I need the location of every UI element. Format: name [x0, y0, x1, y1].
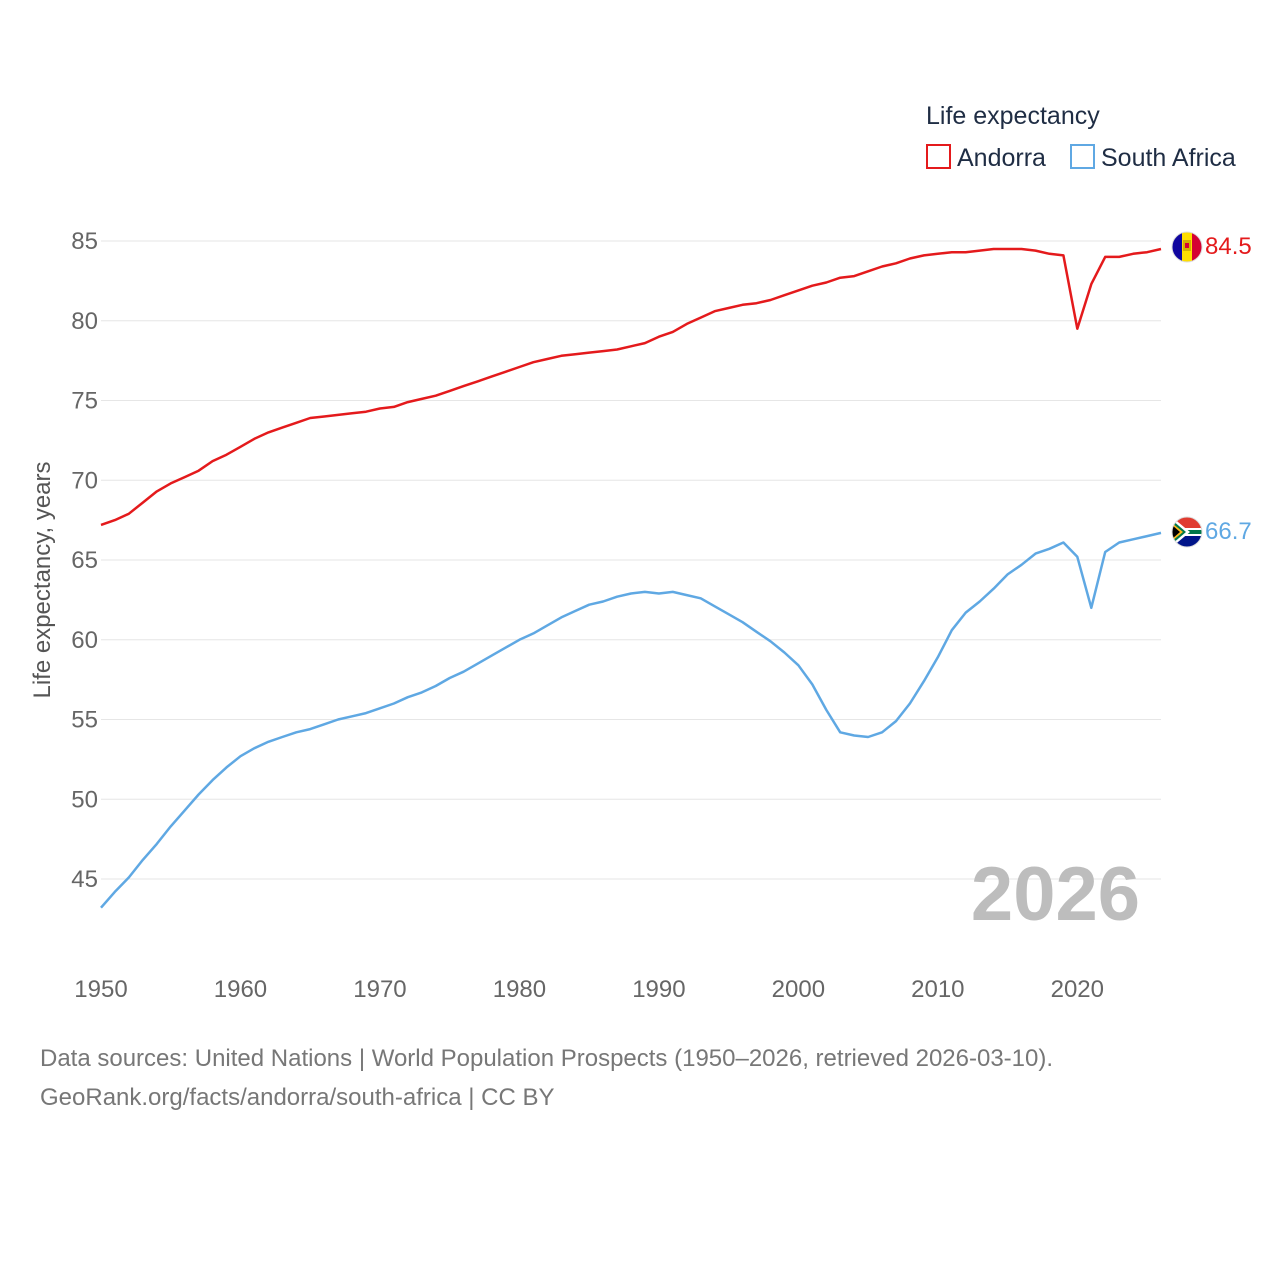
y-axis-ticks: 45 50 55 60 65 70 75 80 85 — [71, 228, 98, 893]
x-tick-label: 1980 — [493, 976, 546, 1003]
y-tick-label: 55 — [71, 707, 98, 734]
x-tick-label: 2010 — [911, 976, 964, 1003]
y-tick-label: 65 — [71, 547, 98, 574]
andorra-flag-icon — [1172, 232, 1202, 262]
year-watermark: 2026 — [971, 852, 1140, 937]
x-tick-label: 1960 — [214, 976, 267, 1003]
legend-title: Life expectancy — [926, 102, 1100, 130]
series-line-south-africa[interactable] — [100, 531, 1162, 909]
y-tick-label: 80 — [71, 308, 98, 335]
y-tick-label: 70 — [71, 467, 98, 494]
y-tick-label: 85 — [71, 228, 98, 255]
source-line-2[interactable]: GeoRank.org/facts/andorra/south-africa |… — [40, 1084, 555, 1111]
legend-label-south-africa: South Africa — [1101, 144, 1236, 172]
y-tick-label: 50 — [71, 786, 98, 813]
end-label-andorra: 84.5 — [1205, 233, 1252, 260]
x-tick-label: 2000 — [772, 976, 825, 1003]
y-tick-label: 60 — [71, 627, 98, 654]
end-label-south-africa: 66.7 — [1205, 518, 1252, 545]
x-tick-label: 2020 — [1051, 976, 1104, 1003]
series-lines — [100, 247, 1162, 909]
legend-swatch-andorra — [926, 144, 951, 169]
source-line-1: Data sources: United Nations | World Pop… — [40, 1045, 1054, 1072]
y-tick-label: 75 — [71, 388, 98, 415]
x-tick-label: 1990 — [632, 976, 685, 1003]
legend-swatch-south-africa — [1070, 144, 1095, 169]
x-tick-label: 1950 — [74, 976, 127, 1003]
legend-item-south-africa[interactable]: South Africa — [1070, 144, 1236, 172]
south-africa-flag-icon — [1172, 517, 1202, 547]
series-line-andorra[interactable] — [100, 247, 1162, 527]
legend-item-andorra[interactable]: Andorra — [926, 144, 1046, 172]
x-axis-ticks: 1950 1960 1970 1980 1990 2000 2010 2020 — [74, 976, 1104, 1003]
legend-label-andorra: Andorra — [957, 144, 1046, 172]
gridlines — [101, 240, 1161, 880]
legend[interactable]: Life expectancy Andorra South Africa — [926, 102, 1236, 172]
y-axis-label: Life expectancy, years — [29, 461, 56, 698]
x-tick-label: 1970 — [353, 976, 406, 1003]
y-tick-label: 45 — [71, 866, 98, 893]
